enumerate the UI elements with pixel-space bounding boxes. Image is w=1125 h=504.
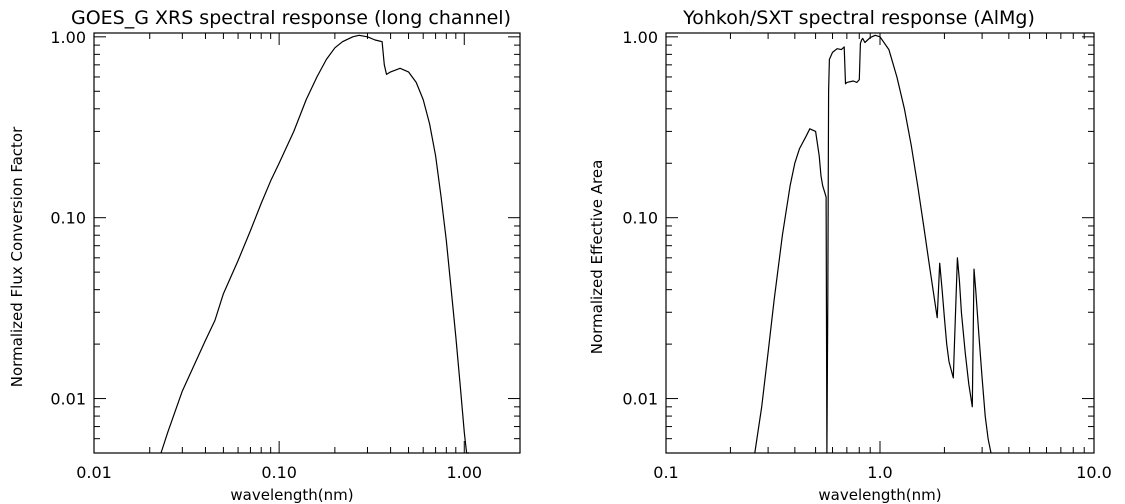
right-x-tick-label: 10.0 [1076, 463, 1112, 482]
right-chart-title: Yohkoh/SXT spectral response (AlMg) [682, 7, 1035, 29]
right-y-tick-label: 1.00 [622, 28, 658, 47]
right-x-tick-label: 1.0 [867, 463, 892, 482]
left-x-axis-label: wavelength(nm) [230, 486, 353, 504]
left-y-tick-label: 1.00 [50, 28, 86, 47]
right-tick-labels: 0.1 1.0 10.0 0.01 0.10 1.00 [622, 28, 1111, 482]
left-chart: GOES_G XRS spectral response (long chann… [8, 7, 521, 504]
right-y-axis-label: Normalized Effective Area [588, 160, 606, 355]
left-y-tick-label: 0.01 [50, 390, 86, 409]
right-axis-ticks [665, 33, 1095, 454]
left-y-axis-label: Normalized Flux Conversion Factor [8, 126, 26, 387]
left-x-tick-label: 0.01 [76, 463, 112, 482]
left-series-line [160, 34, 469, 454]
left-plot-frame [93, 32, 521, 454]
right-y-tick-label: 0.01 [622, 390, 658, 409]
right-y-tick-label: 0.10 [622, 209, 658, 228]
left-x-tick-label: 1.00 [446, 463, 482, 482]
right-chart: Yohkoh/SXT spectral response (AlMg) wave… [588, 7, 1112, 504]
left-x-tick-label: 0.10 [261, 463, 297, 482]
right-plot-frame [665, 32, 1095, 454]
left-axis-ticks [93, 33, 521, 454]
left-tick-labels: 0.01 0.10 1.00 0.01 0.10 1.00 [50, 28, 482, 482]
right-series-line [754, 34, 992, 454]
right-x-tick-label: 0.1 [653, 463, 678, 482]
right-x-axis-label: wavelength(nm) [818, 486, 941, 504]
left-chart-title: GOES_G XRS spectral response (long chann… [71, 7, 511, 29]
left-y-tick-label: 0.10 [50, 209, 86, 228]
